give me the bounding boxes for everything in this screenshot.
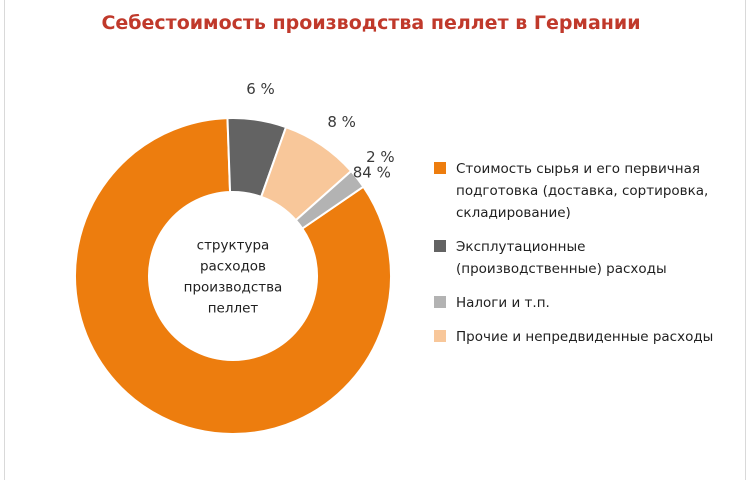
center-label-line: производства bbox=[184, 280, 283, 296]
legend-swatch bbox=[434, 240, 446, 252]
label-taxes: 2 % bbox=[366, 148, 395, 166]
chart-frame bbox=[4, 0, 746, 480]
chart-title: Себестоимость производства пеллет в Герм… bbox=[101, 12, 641, 34]
center-label-line: расходов bbox=[200, 259, 266, 275]
legend-item-taxes: Налоги и т.п. bbox=[434, 292, 734, 314]
legend: Стоимость сырья и его первичная подготов… bbox=[434, 158, 734, 360]
label-other-costs: 8 % bbox=[327, 113, 356, 131]
legend-swatch bbox=[434, 296, 446, 308]
slice-taxes bbox=[294, 169, 365, 230]
center-label-line: пеллет bbox=[208, 301, 259, 317]
legend-label: Эксплутационные (производственные) расхо… bbox=[456, 239, 667, 277]
legend-label: Налоги и т.п. bbox=[456, 295, 550, 311]
legend-swatch bbox=[434, 330, 446, 342]
legend-item-raw-material: Стоимость сырья и его первичная подготов… bbox=[434, 158, 734, 224]
slice-raw-material bbox=[74, 117, 392, 435]
legend-label: Стоимость сырья и его первичная подготов… bbox=[456, 161, 709, 221]
legend-label: Прочие и непредвиденные расходы bbox=[456, 329, 714, 345]
legend-item-other-costs: Прочие и непредвиденные расходы bbox=[434, 326, 734, 348]
center-label-line: структура bbox=[197, 238, 270, 254]
legend-item-operating-costs: Эксплутационные (производственные) расхо… bbox=[434, 236, 734, 280]
label-operating-costs: 6 % bbox=[246, 80, 275, 98]
label-raw-material: 84 % bbox=[353, 164, 391, 182]
legend-swatch bbox=[434, 162, 446, 174]
